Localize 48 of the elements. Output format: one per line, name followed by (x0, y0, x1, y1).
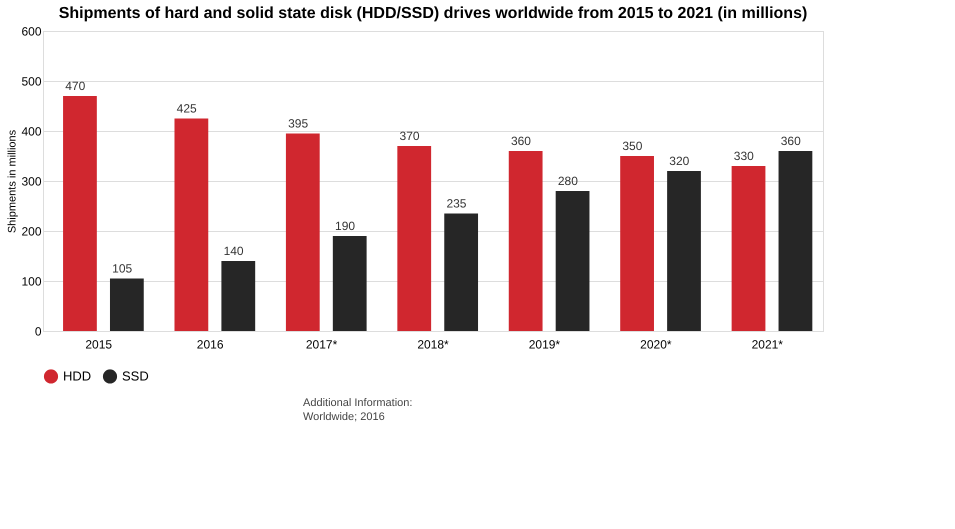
bar (508, 151, 543, 331)
bar (286, 134, 320, 331)
legend-label: SSD (122, 368, 149, 384)
data-label: 425 (176, 102, 198, 116)
y-tick-label: 100 (21, 274, 42, 288)
data-label: 140 (224, 244, 244, 258)
bar (63, 96, 97, 331)
chart-title: Shipments of hard and solid state disk (HDD/SSD) drives worldwide from 2015 to 2021 (in millions) (58, 5, 808, 22)
y-tick-label: 600 (21, 24, 42, 38)
bar (556, 191, 590, 331)
data-label: 235 (446, 196, 467, 210)
bar (397, 146, 432, 331)
y-tick-label: 200 (21, 224, 42, 238)
bar (221, 261, 256, 331)
bar (444, 214, 478, 331)
legend-label: HDD (63, 368, 92, 384)
y-tick-label: 400 (21, 124, 42, 138)
data-label: 320 (669, 154, 690, 168)
text: Additional Information: (303, 397, 412, 409)
data-label: 360 (780, 134, 802, 148)
y-tick-label: 0 (34, 324, 42, 338)
bar (620, 156, 654, 331)
y-tick-label: 300 (21, 174, 42, 188)
bar (110, 278, 144, 331)
bar (332, 236, 367, 331)
x-tick-label: 2017* (306, 338, 338, 352)
y-axis-title: Shipments in millions (6, 129, 18, 234)
bar (778, 151, 812, 331)
data-label: 360 (510, 134, 532, 148)
data-label: 280 (558, 174, 578, 188)
y-tick-label: 500 (21, 74, 42, 88)
data-label: 470 (65, 79, 86, 93)
data-label: 350 (622, 139, 643, 153)
bar (732, 166, 766, 331)
x-tick-label: 2020* (640, 338, 672, 352)
x-tick-label: 2021* (752, 338, 784, 352)
x-tick-label: 2015 (85, 338, 112, 352)
data-label: 190 (335, 219, 356, 233)
bar (667, 171, 701, 331)
bar (174, 118, 208, 331)
x-tick-label: 2019* (528, 338, 560, 352)
x-tick-label: 2018* (417, 338, 450, 352)
data-label: 395 (288, 116, 308, 130)
data-label: 105 (112, 262, 133, 276)
text: Worldwide; 2016 (303, 411, 385, 423)
data-label: 330 (734, 149, 754, 163)
x-tick-label: 2016 (196, 338, 224, 352)
data-label: 370 (400, 129, 420, 143)
